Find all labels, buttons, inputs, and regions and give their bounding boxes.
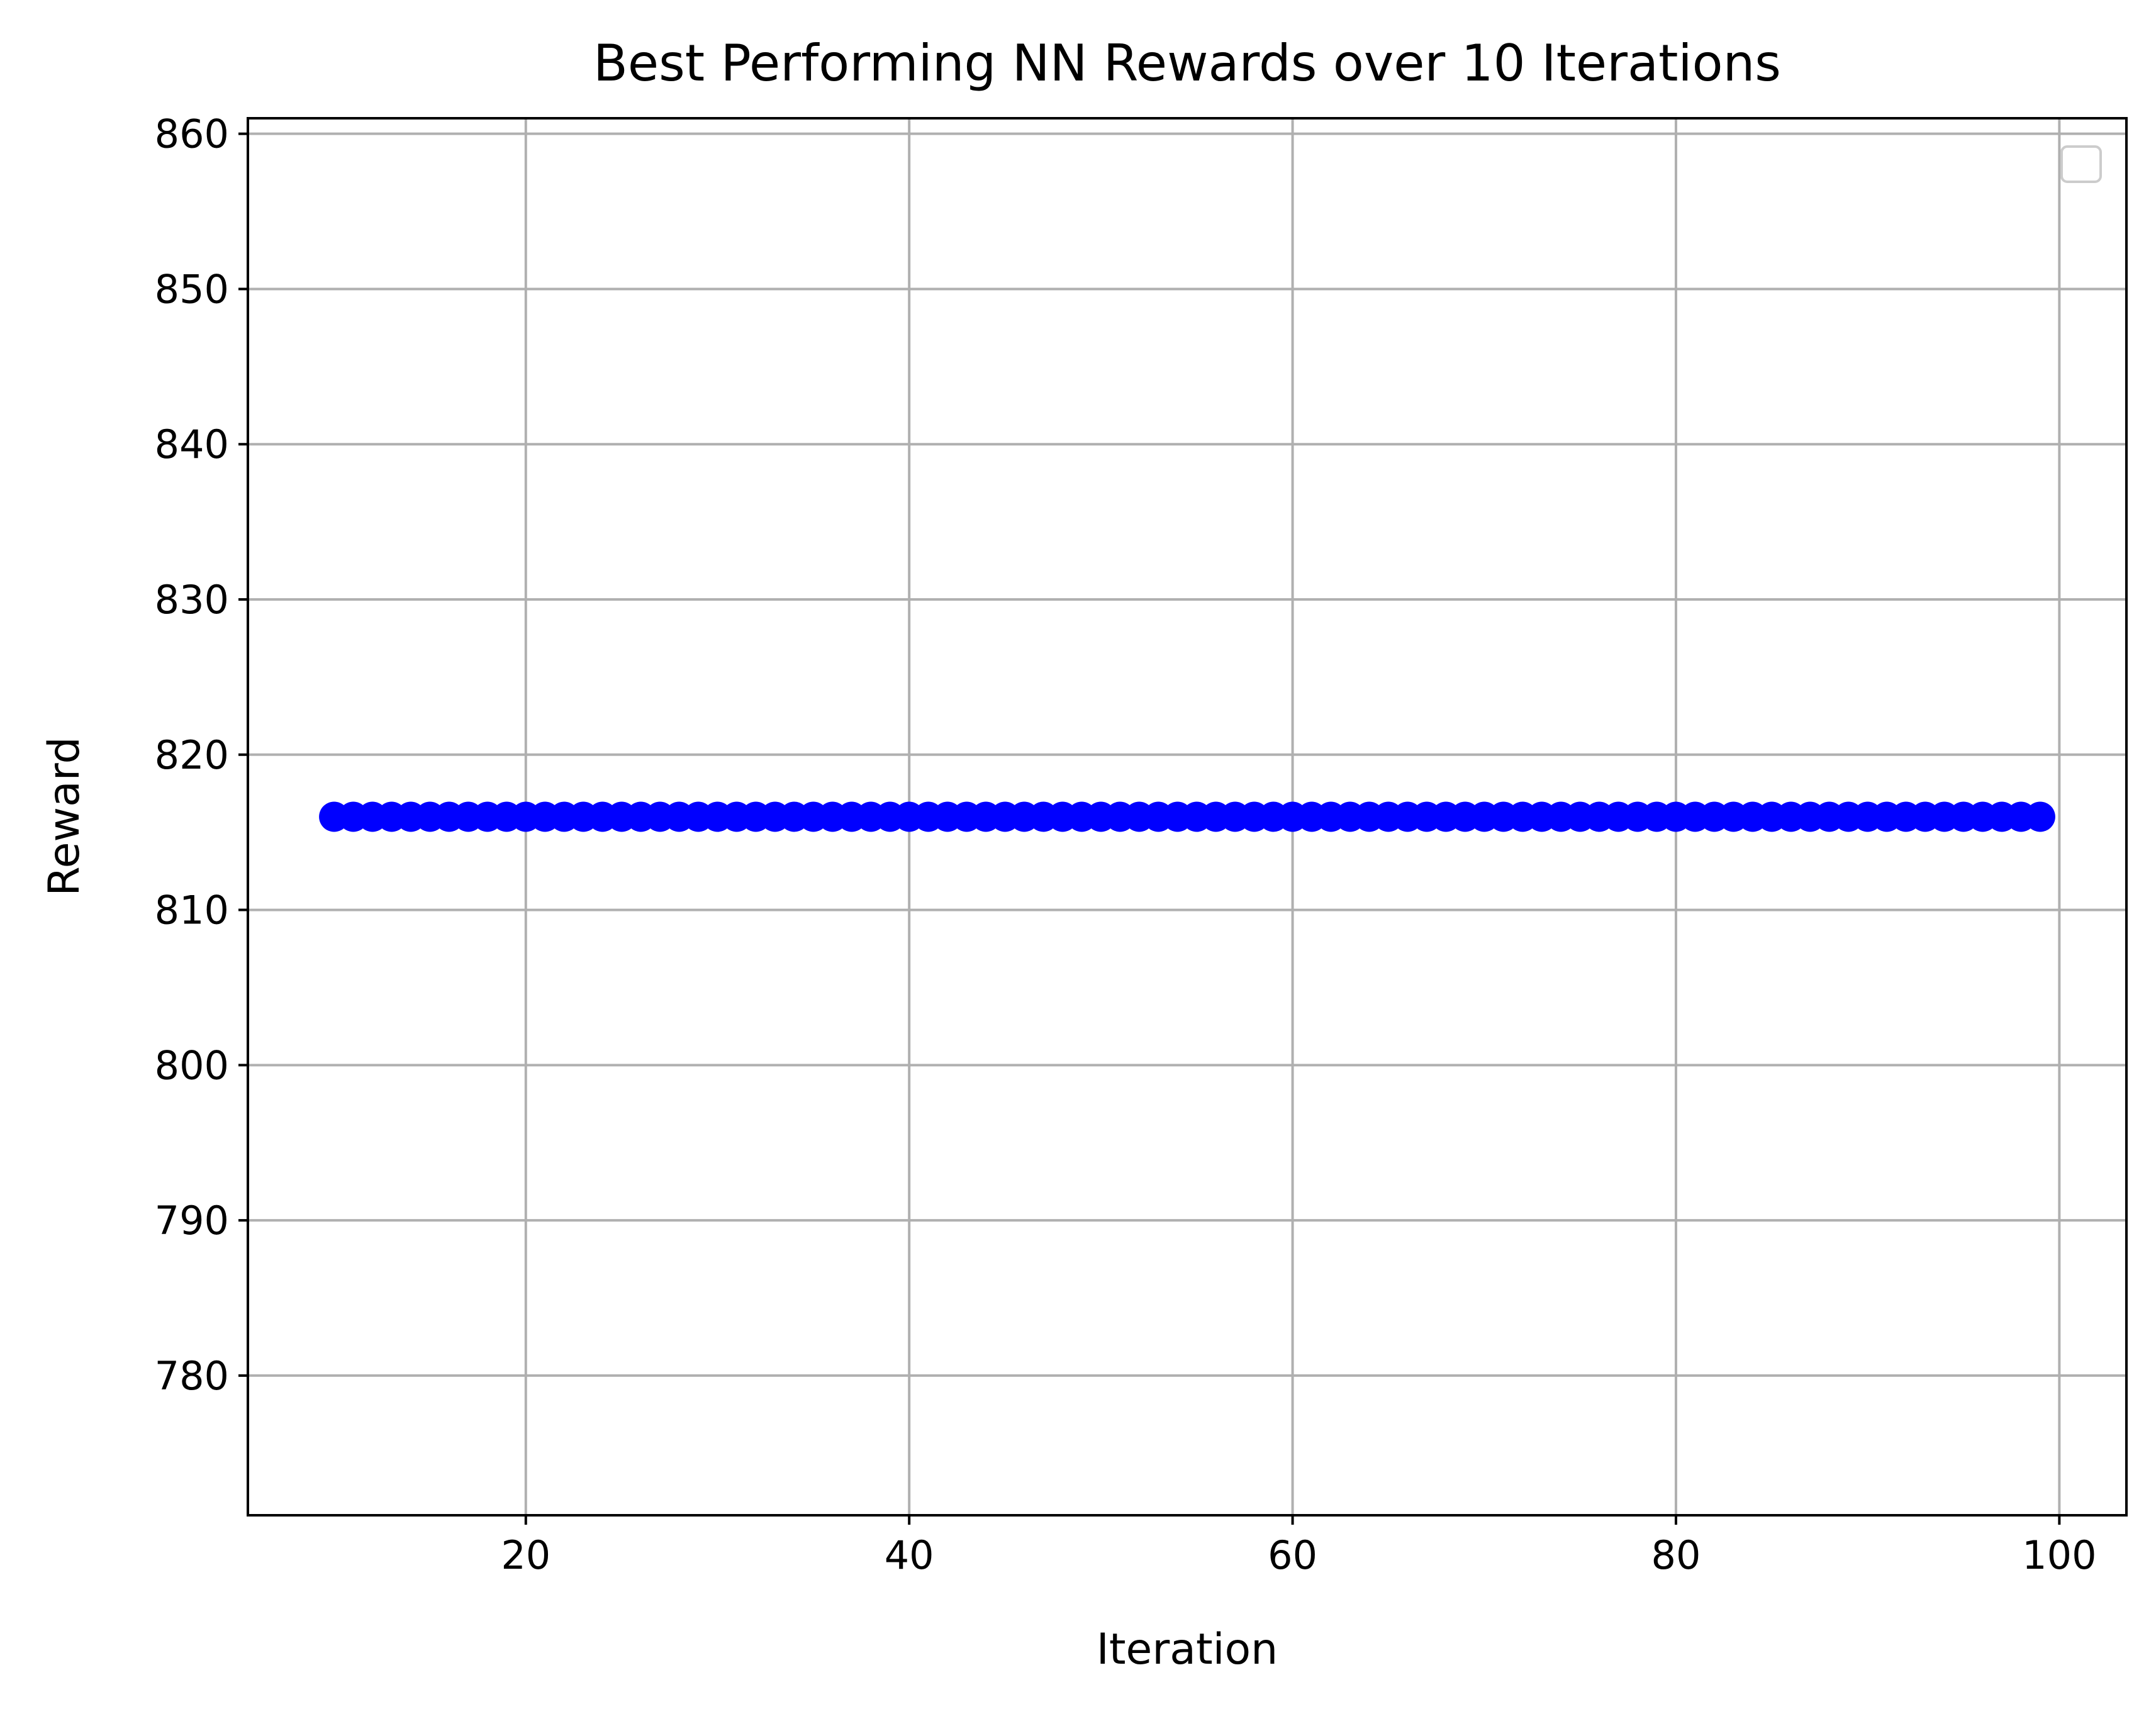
x-tick-label: 40 xyxy=(885,1532,934,1578)
y-tick-label: 790 xyxy=(155,1198,229,1244)
y-tick-label: 850 xyxy=(155,266,229,312)
y-tick-label: 800 xyxy=(155,1042,229,1088)
data-point xyxy=(2025,801,2055,832)
y-tick-label: 820 xyxy=(155,732,229,778)
y-tick-label: 780 xyxy=(155,1353,229,1399)
y-axis-label: Reward xyxy=(40,737,89,896)
y-tick-label: 810 xyxy=(155,888,229,933)
x-axis-label: Iteration xyxy=(1097,1625,1278,1674)
y-tick-label: 830 xyxy=(155,577,229,623)
x-tick-label: 20 xyxy=(501,1532,550,1578)
axis-ticks: 20 40 60 80 100 780 790 800 810 820 830 840 850 860 xyxy=(155,111,2097,1578)
data-points xyxy=(319,801,2055,832)
y-tick-label: 860 xyxy=(155,111,229,157)
x-tick-label: 100 xyxy=(2022,1532,2096,1578)
y-tick-label: 840 xyxy=(155,421,229,467)
x-tick-label: 80 xyxy=(1651,1532,1701,1578)
chart-title: Best Performing NN Rewards over 10 Itera… xyxy=(593,34,1781,92)
x-tick-label: 60 xyxy=(1268,1532,1317,1578)
legend-box xyxy=(2060,145,2102,183)
plot-frame xyxy=(247,117,2128,1517)
grid-lines xyxy=(248,118,2126,1515)
